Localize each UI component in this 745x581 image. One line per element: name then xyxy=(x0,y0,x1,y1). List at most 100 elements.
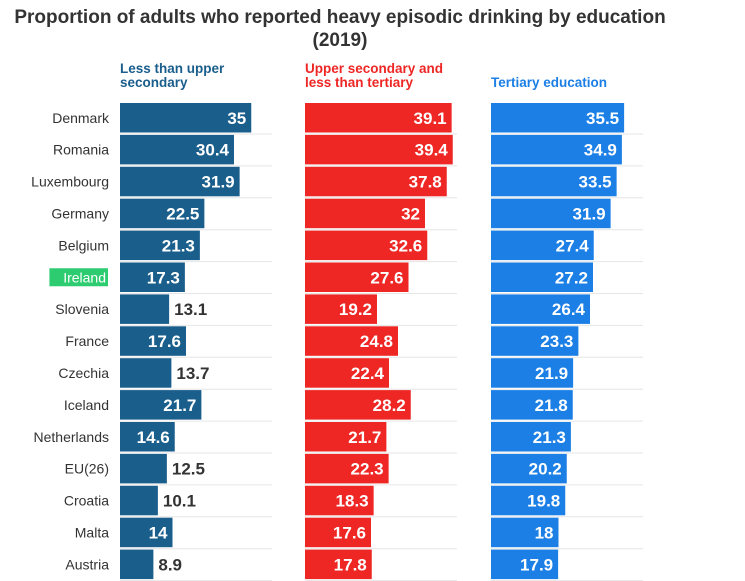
bar-less-than-upper-secondary-belgium xyxy=(120,230,200,261)
bar-upper-secondary-and-less-than-tertiary-slovenia xyxy=(305,294,377,324)
data-label-upper-secondary-and-less-than-tertiary-germany: 32 xyxy=(401,204,420,223)
data-label-less-than-upper-secondary-romania: 30.4 xyxy=(196,141,230,160)
category-label-belgium: Belgium xyxy=(58,237,109,253)
bar-tertiary-education-netherlands xyxy=(491,422,571,452)
data-label-less-than-upper-secondary-czechia: 13.7 xyxy=(176,364,209,383)
bar-tertiary-education-croatia xyxy=(491,485,566,516)
category-label-malta: Malta xyxy=(75,524,109,540)
bar-less-than-upper-secondary-iceland xyxy=(120,390,202,420)
bar-less-than-upper-secondary-romania xyxy=(120,134,234,165)
data-label-less-than-upper-secondary-slovenia: 13.1 xyxy=(174,300,207,319)
data-label-upper-secondary-and-less-than-tertiary-czechia: 22.4 xyxy=(351,364,385,383)
bar-upper-secondary-and-less-than-tertiary-netherlands xyxy=(305,422,387,452)
bar-upper-secondary-and-less-than-tertiary-belgium xyxy=(305,230,428,261)
bar-tertiary-education-romania xyxy=(491,134,622,165)
bar-less-than-upper-secondary-denmark xyxy=(120,103,252,133)
data-label-tertiary-education-denmark: 35.5 xyxy=(586,109,619,128)
bar-tertiary-education-belgium xyxy=(491,230,594,261)
data-label-upper-secondary-and-less-than-tertiary-denmark: 39.1 xyxy=(414,109,447,128)
bar-upper-secondary-and-less-than-tertiary-denmark xyxy=(305,103,452,133)
bar-tertiary-education-denmark xyxy=(491,103,625,133)
bar-tertiary-education-ireland xyxy=(491,262,593,292)
bar-tertiary-education-luxembourg xyxy=(491,166,617,197)
bar-less-than-upper-secondary-slovenia xyxy=(120,294,170,324)
data-label-tertiary-education-croatia: 19.8 xyxy=(527,492,560,511)
bar-tertiary-education-slovenia xyxy=(491,294,590,324)
data-label-less-than-upper-secondary-belgium: 21.3 xyxy=(162,236,195,255)
category-highlight-ireland xyxy=(49,268,108,287)
bar-tertiary-education-germany xyxy=(491,198,611,229)
data-label-less-than-upper-secondary-luxembourg: 31.9 xyxy=(202,173,235,192)
data-label-tertiary-education-luxembourg: 33.5 xyxy=(579,173,612,192)
bar-less-than-upper-secondary-czechia xyxy=(120,358,172,388)
bar-upper-secondary-and-less-than-tertiary-croatia xyxy=(305,485,374,516)
data-label-less-than-upper-secondary-netherlands: 14.6 xyxy=(137,428,170,447)
series-header-tertiary-education: Tertiary education xyxy=(491,75,608,90)
data-label-less-than-upper-secondary-malta: 14 xyxy=(149,523,168,542)
data-label-upper-secondary-and-less-than-tertiary-ireland: 27.6 xyxy=(370,268,403,287)
bar-tertiary-education-iceland xyxy=(491,390,573,420)
data-label-less-than-upper-secondary-france: 17.6 xyxy=(148,332,181,351)
data-label-tertiary-education-austria: 17.9 xyxy=(520,555,553,574)
data-label-tertiary-education-belgium: 27.4 xyxy=(556,236,590,255)
data-label-tertiary-education-slovenia: 26.4 xyxy=(552,300,586,319)
bar-less-than-upper-secondary-germany xyxy=(120,198,205,229)
bar-upper-secondary-and-less-than-tertiary-austria xyxy=(305,549,372,580)
data-label-less-than-upper-secondary-ireland: 17.3 xyxy=(147,268,180,287)
data-label-upper-secondary-and-less-than-tertiary-luxembourg: 37.8 xyxy=(409,173,442,192)
category-label-eu-26: EU(26) xyxy=(65,461,109,477)
bar-tertiary-education-france xyxy=(491,326,579,356)
category-label-romania: Romania xyxy=(53,142,109,158)
data-label-tertiary-education-ireland: 27.2 xyxy=(555,268,588,287)
category-label-croatia: Croatia xyxy=(64,493,109,509)
data-label-tertiary-education-romania: 34.9 xyxy=(584,141,617,160)
bar-upper-secondary-and-less-than-tertiary-romania xyxy=(305,134,453,165)
bar-less-than-upper-secondary-malta xyxy=(120,517,173,548)
category-label-denmark: Denmark xyxy=(52,110,110,126)
data-label-tertiary-education-germany: 31.9 xyxy=(573,204,606,223)
data-label-upper-secondary-and-less-than-tertiary-iceland: 28.2 xyxy=(373,396,406,415)
data-label-upper-secondary-and-less-than-tertiary-malta: 17.6 xyxy=(333,523,366,542)
data-label-tertiary-education-iceland: 21.8 xyxy=(535,396,568,415)
category-label-netherlands: Netherlands xyxy=(34,429,110,445)
data-label-less-than-upper-secondary-iceland: 21.7 xyxy=(163,396,196,415)
series-header-upper-secondary: Upper secondary and less than tertiary xyxy=(305,61,444,90)
data-label-upper-secondary-and-less-than-tertiary-eu-26: 22.3 xyxy=(351,460,384,479)
data-label-tertiary-education-malta: 18 xyxy=(535,523,554,542)
bar-upper-secondary-and-less-than-tertiary-eu-26 xyxy=(305,453,389,484)
data-label-upper-secondary-and-less-than-tertiary-slovenia: 19.2 xyxy=(339,300,372,319)
category-label-czechia: Czechia xyxy=(58,365,109,381)
data-label-less-than-upper-secondary-germany: 22.5 xyxy=(166,204,199,223)
bar-less-than-upper-secondary-croatia xyxy=(120,485,158,516)
bar-tertiary-education-czechia xyxy=(491,358,574,388)
bar-less-than-upper-secondary-luxembourg xyxy=(120,166,240,197)
bar-less-than-upper-secondary-eu-26 xyxy=(120,453,167,484)
category-label-austria: Austria xyxy=(65,556,109,572)
bar-upper-secondary-and-less-than-tertiary-france xyxy=(305,326,398,356)
bar-tertiary-education-eu-26 xyxy=(491,453,567,484)
bar-less-than-upper-secondary-ireland xyxy=(120,262,185,292)
category-label-slovenia: Slovenia xyxy=(55,301,109,317)
data-label-upper-secondary-and-less-than-tertiary-belgium: 32.6 xyxy=(389,236,422,255)
category-label-france: France xyxy=(65,333,109,349)
category-label-iceland: Iceland xyxy=(64,397,109,413)
bar-tertiary-education-malta xyxy=(491,517,559,548)
bar-upper-secondary-and-less-than-tertiary-germany xyxy=(305,198,425,229)
data-label-less-than-upper-secondary-denmark: 35 xyxy=(227,109,246,128)
data-label-less-than-upper-secondary-eu-26: 12.5 xyxy=(172,460,205,479)
data-label-upper-secondary-and-less-than-tertiary-austria: 17.8 xyxy=(334,555,367,574)
bar-less-than-upper-secondary-france xyxy=(120,326,186,356)
bar-upper-secondary-and-less-than-tertiary-luxembourg xyxy=(305,166,447,197)
bar-upper-secondary-and-less-than-tertiary-czechia xyxy=(305,358,389,388)
bar-less-than-upper-secondary-austria xyxy=(120,549,154,580)
data-label-tertiary-education-czechia: 21.9 xyxy=(535,364,568,383)
category-label-germany: Germany xyxy=(51,205,109,221)
data-label-tertiary-education-eu-26: 20.2 xyxy=(529,460,562,479)
data-label-upper-secondary-and-less-than-tertiary-netherlands: 21.7 xyxy=(348,428,381,447)
bar-upper-secondary-and-less-than-tertiary-iceland xyxy=(305,390,411,420)
category-label-ireland: Ireland xyxy=(63,269,106,285)
data-label-less-than-upper-secondary-croatia: 10.1 xyxy=(163,492,196,511)
chart-title: Proportion of adults who reported heavy … xyxy=(14,7,666,51)
